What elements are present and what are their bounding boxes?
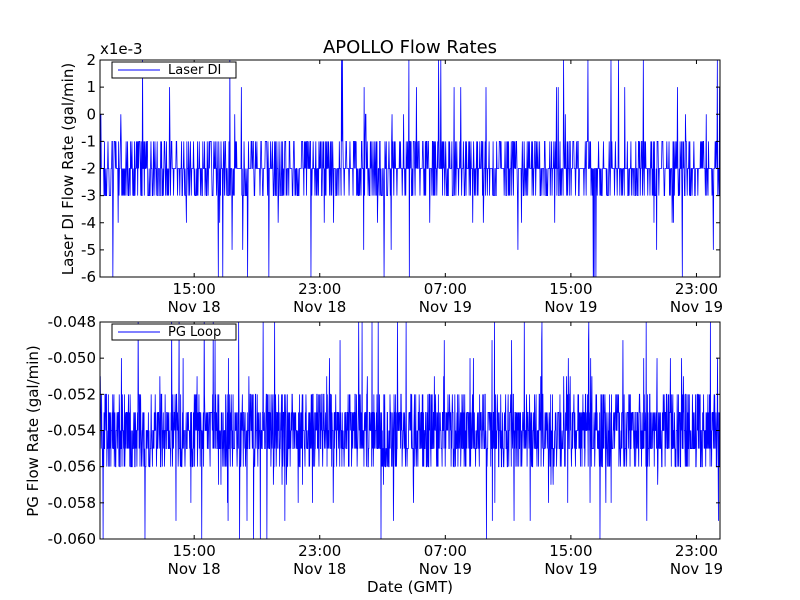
y-tick-label: -1	[81, 132, 96, 150]
x-tick-label-time: 15:00	[549, 542, 592, 560]
y-tick-label: 2	[86, 51, 96, 69]
y-axis-label-pg-loop: PG Flow Rate (gal/min)	[24, 345, 42, 517]
y-tick-label: -0.056	[48, 458, 96, 476]
x-tick-label-time: 07:00	[424, 280, 467, 298]
x-tick-label-time: 15:00	[549, 280, 592, 298]
pg-loop-legend: PG Loop	[111, 323, 237, 341]
legend-label-laser-di: Laser DI	[168, 63, 221, 78]
x-tick-label-time: 15:00	[173, 280, 216, 298]
chart-title: APOLLO Flow Rates	[323, 37, 497, 58]
series-line-laser-di	[100, 60, 720, 277]
x-tick-label-time: 07:00	[424, 542, 467, 560]
x-tick-label-time: 23:00	[675, 542, 718, 560]
y-tick-label: -0.054	[48, 422, 96, 440]
laser-di-panel: x1e-3 Laser DI Flow Rate (gal/min) -6 -5 -…	[59, 40, 723, 316]
series-line-pg-loop	[100, 322, 720, 539]
y-tick-label: -5	[81, 241, 96, 259]
y-tick-label: 1	[86, 78, 96, 96]
y-tick-label: -0.060	[48, 530, 96, 548]
y-tick-label: -3	[81, 187, 96, 205]
x-tick-label-date: Nov 18	[293, 298, 346, 316]
x-tick-label-date: Nov 19	[419, 560, 472, 578]
y-tick-label: -0.052	[48, 385, 96, 403]
x-tick-label-date: Nov 18	[168, 298, 221, 316]
y-tick-label: -0.058	[48, 494, 96, 512]
laser-di-legend: Laser DI	[111, 61, 237, 79]
x-tick-label-date: Nov 19	[670, 298, 723, 316]
legend-box	[111, 323, 237, 341]
x-tick-label-time: 23:00	[675, 280, 718, 298]
x-tick-label-date: Nov 19	[544, 560, 597, 578]
y-tick-label: -2	[81, 160, 96, 178]
y-tick-label: -4	[81, 214, 96, 232]
x-tick-label-date: Nov 19	[544, 298, 597, 316]
laser-di-plot-area	[100, 60, 720, 277]
y-tick-label: -6	[81, 268, 96, 286]
y-tick-label: 0	[86, 105, 96, 123]
y-tick-label: -0.048	[48, 313, 96, 331]
x-tick-label-time: 23:00	[298, 280, 341, 298]
x-axis-label: Date (GMT)	[367, 578, 453, 596]
y-multiplier-label: x1e-3	[100, 40, 143, 58]
x-tick-label-date: Nov 19	[670, 560, 723, 578]
y-tick-label: -0.050	[48, 349, 96, 367]
legend-box	[111, 61, 237, 79]
pg-loop-plot-area	[100, 322, 720, 539]
x-tick-label-date: Nov 18	[168, 560, 221, 578]
x-tick-label-date: Nov 18	[293, 560, 346, 578]
x-tick-label-date: Nov 19	[419, 298, 472, 316]
legend-label-pg-loop: PG Loop	[168, 325, 221, 340]
pg-loop-panel: PG Flow Rate (gal/min) Date (GMT) -0.060…	[24, 313, 723, 596]
x-tick-label-time: 15:00	[173, 542, 216, 560]
x-tick-label-time: 23:00	[298, 542, 341, 560]
y-axis-label-laser-di: Laser DI Flow Rate (gal/min)	[59, 63, 77, 275]
